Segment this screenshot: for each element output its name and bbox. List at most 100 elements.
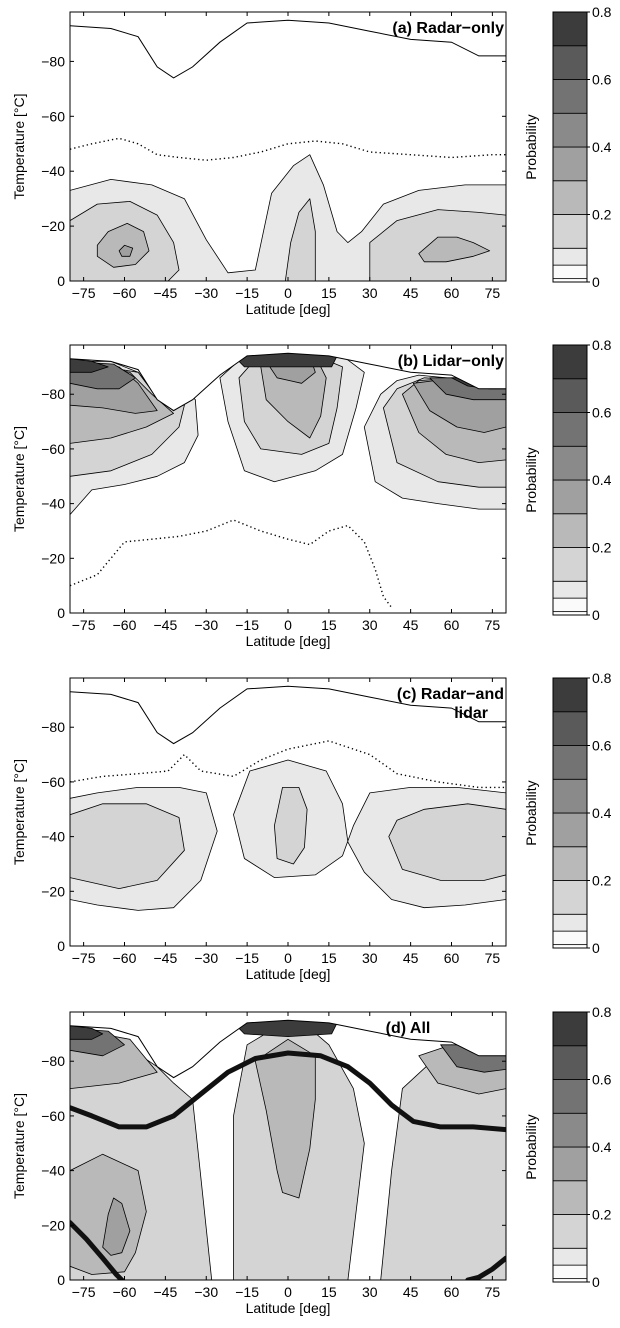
data-envelope-line: [70, 1019, 506, 1079]
x-tick-label: 75: [485, 285, 501, 301]
x-tick-label: −45: [154, 950, 178, 966]
colorbar-tick-label: 0.6: [592, 72, 612, 88]
x-tick-label: 0: [284, 285, 292, 301]
plot-area: [70, 1012, 506, 1280]
x-tick-label: −30: [194, 617, 218, 633]
colorbar-segment: [552, 812, 588, 848]
colorbar-tick-label: 0.2: [592, 1207, 612, 1223]
contour-region: [102, 1197, 131, 1256]
colorbar-tick-label: 0.6: [592, 405, 612, 421]
colorbar-tick-label: 0.2: [592, 540, 612, 556]
colorbar-segment: [552, 278, 588, 283]
x-tick-label: −45: [154, 1284, 178, 1300]
colorbar-tick-label: 0: [592, 940, 600, 956]
colorbar-tick-label: 0: [592, 274, 600, 290]
colorbar-segment: [552, 264, 588, 280]
x-tick-label: −45: [154, 285, 178, 301]
x-tick-label: 60: [444, 950, 460, 966]
x-tick-label: 45: [403, 950, 419, 966]
x-tick-label: −45: [154, 617, 178, 633]
data-envelope-line: [70, 19, 506, 79]
y-tick-label: −80: [41, 1053, 65, 1069]
thick-contour-line: [70, 1220, 125, 1280]
x-tick-label: 30: [362, 1284, 378, 1300]
colorbar-segment: [552, 146, 588, 182]
colorbar-segment: [552, 11, 588, 47]
colorbar-tick-label: 0: [592, 607, 600, 623]
y-tick-label: −60: [41, 774, 65, 790]
colorbar-label: Probability: [523, 1114, 539, 1179]
colorbar-segment: [552, 597, 588, 613]
colorbar-segment: [552, 880, 588, 915]
y-axis-label: Temperature [°C]: [11, 1093, 27, 1199]
plot-area: [70, 678, 506, 946]
colorbar-tick-label: 0.8: [592, 337, 612, 353]
x-tick-label: 45: [403, 617, 419, 633]
x-tick-label: 60: [444, 617, 460, 633]
x-tick-label: −15: [235, 950, 259, 966]
y-tick-label: 0: [57, 605, 65, 621]
x-axis-label: Latitude [deg]: [246, 966, 331, 982]
y-tick-label: −20: [41, 550, 65, 566]
colorbar-segment: [552, 745, 588, 780]
x-tick-label: 15: [321, 617, 337, 633]
colorbar-segment: [552, 1247, 588, 1266]
data-envelope-line: [70, 685, 506, 745]
data-envelope-line: [70, 352, 506, 412]
y-tick-label: 0: [57, 273, 65, 289]
colorbar-tick-label: 0.8: [592, 1004, 612, 1020]
x-tick-label: −75: [72, 285, 96, 301]
contour-region: [254, 1038, 316, 1199]
colorbar-segment: [552, 378, 588, 413]
x-tick-label: −75: [72, 950, 96, 966]
x-tick-label: −30: [194, 1284, 218, 1300]
colorbar-tick-label: 0.2: [592, 207, 612, 223]
x-axis-label: Latitude [deg]: [246, 1300, 331, 1316]
colorbar-segment: [552, 112, 588, 148]
plot-area: [70, 12, 506, 281]
x-tick-label: 60: [444, 285, 460, 301]
colorbar-segment: [552, 580, 588, 599]
colorbar-segment: [552, 1180, 588, 1215]
colorbar-tick-label: 0.2: [592, 873, 612, 889]
colorbar-segment: [552, 247, 588, 266]
y-tick-label: 0: [57, 938, 65, 954]
colorbar-segment: [552, 1011, 588, 1047]
y-tick-label: −20: [41, 883, 65, 899]
x-tick-label: 15: [321, 1284, 337, 1300]
no-data-region: [70, 12, 506, 78]
x-tick-label: 30: [362, 285, 378, 301]
contour-region: [118, 244, 134, 257]
colorbar-tick-label: 0.8: [592, 4, 612, 20]
colorbar-segment: [552, 913, 588, 932]
y-tick-label: −60: [41, 1108, 65, 1124]
colorbar-segment: [552, 944, 588, 949]
y-tick-label: −80: [41, 53, 65, 69]
panel-c: −75 −60 −45 −30 −15 0 15 30 45 60 75 0 −20 −40 −60 −80 L…: [11, 670, 612, 982]
colorbar-tick-label: 0.4: [592, 139, 612, 155]
contour-region: [284, 198, 316, 281]
colorbar-segment: [552, 445, 588, 481]
x-tick-label: 60: [444, 1284, 460, 1300]
thick-contour-line: [70, 1050, 506, 1133]
x-axis-label: Latitude [deg]: [246, 301, 331, 317]
x-tick-label: 45: [403, 285, 419, 301]
no-data-region: [70, 678, 506, 744]
colorbar-segment: [552, 214, 588, 249]
x-tick-label: 75: [485, 617, 501, 633]
y-tick-label: −40: [41, 829, 65, 845]
colorbar-tick-label: 0.6: [592, 1072, 612, 1088]
x-tick-label: −30: [194, 285, 218, 301]
colorbar-segment: [552, 1214, 588, 1249]
y-tick-label: −20: [41, 218, 65, 234]
y-axis-label: Temperature [°C]: [11, 94, 27, 200]
colorbar-tick-label: 0.4: [592, 472, 612, 488]
colorbar-label: Probability: [523, 447, 539, 512]
thick-contour-line: [465, 1255, 506, 1280]
x-tick-label: −60: [113, 950, 137, 966]
x-tick-label: 75: [485, 1284, 501, 1300]
panel-label: (c) Radar−and: [397, 686, 504, 703]
no-data-region: [70, 345, 506, 411]
x-tick-label: −75: [72, 617, 96, 633]
